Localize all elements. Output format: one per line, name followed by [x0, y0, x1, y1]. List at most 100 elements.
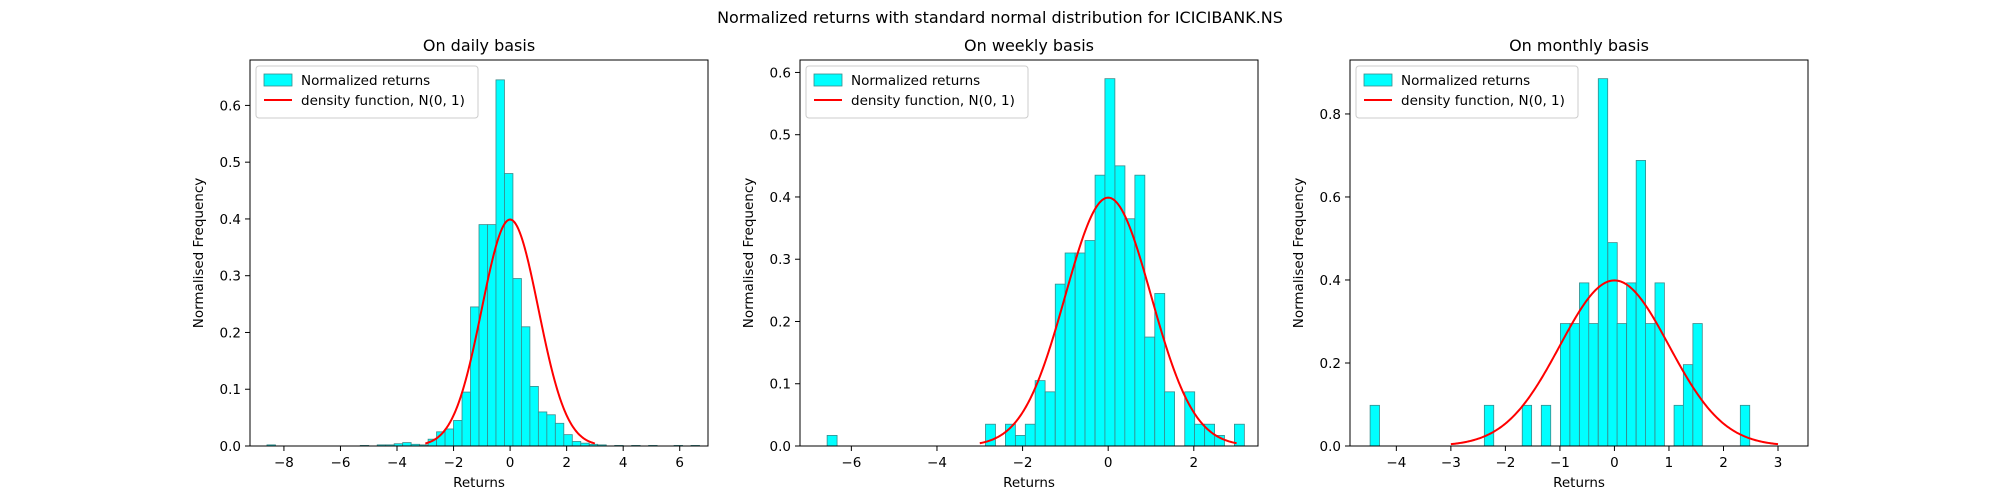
histogram-bar	[1024, 423, 1036, 447]
x-tick-label: −4	[927, 455, 947, 471]
y-tick-label: 0.1	[770, 377, 791, 393]
x-tick-label: −3	[1441, 455, 1461, 471]
panel-3: On monthly basis −4 −3 −2 −1 0 1 2 3 0.0 0.2 0.4 0.6…	[1291, 36, 1809, 491]
histogram-bar	[1483, 404, 1495, 447]
histogram-bar	[1626, 282, 1637, 447]
histogram-bar	[1645, 323, 1656, 447]
histogram-bar	[1616, 323, 1627, 447]
x-tick-label: 1	[1665, 455, 1674, 471]
histogram-bar	[985, 423, 996, 447]
y-tick-label: 0.0	[220, 439, 241, 455]
x-axis-label: Returns	[1553, 475, 1605, 491]
histogram-bar	[537, 411, 548, 447]
x-tick-label: 4	[619, 455, 628, 471]
figure-suptitle: Normalized returns with standard normal …	[717, 8, 1283, 27]
legend-hist-label: Normalized returns	[851, 73, 980, 89]
x-tick-label: 2	[1189, 455, 1198, 471]
y-tick-label: 0.2	[770, 314, 791, 330]
y-tick-label: 0.8	[1320, 107, 1341, 123]
y-tick-label: 0.6	[220, 98, 241, 114]
density-curve	[979, 196, 1237, 445]
histogram-bar	[1044, 391, 1056, 447]
histogram-bar	[1084, 240, 1096, 447]
histogram-bar	[1194, 423, 1205, 447]
histogram-bar	[1074, 252, 1086, 447]
panel-2: On weekly basis −6 −4 −2 0 2 0.0 0.1 0.2 0.3 0.4 0.…	[741, 36, 1259, 491]
y-axis-label: Normalised Frequency	[741, 178, 757, 329]
panel-title: On weekly basis	[964, 36, 1094, 55]
density-curve	[425, 218, 596, 445]
histogram-bar	[546, 414, 556, 447]
panel-title: On daily basis	[423, 36, 535, 55]
histogram-bar	[1015, 435, 1026, 447]
y-tick-label: 0.2	[220, 325, 241, 341]
legend-hist-swatch	[813, 73, 843, 87]
legend-hist-label: Normalized returns	[1401, 73, 1530, 89]
x-tick-label: 6	[675, 455, 684, 471]
y-tick-label: 0.0	[1320, 439, 1341, 455]
histogram-bar	[1134, 174, 1146, 447]
y-tick-label: 0.4	[220, 212, 241, 228]
panel-title: On monthly basis	[1509, 36, 1649, 55]
histogram-bar	[1144, 336, 1156, 447]
y-tick-label: 0.6	[1320, 190, 1341, 206]
x-tick-label: 0	[1104, 455, 1113, 471]
x-tick-label: 2	[1719, 455, 1728, 471]
histogram-bar	[504, 173, 514, 447]
y-tick-label: 0.3	[770, 252, 791, 268]
panel-1: On daily basis −8 −6 −4 −2 0 2 4 6 0.0 0.1 0.2 0.3 0.…	[191, 36, 709, 491]
histogram-bar	[444, 428, 454, 447]
histogram-bar	[826, 435, 838, 447]
x-tick-label: −6	[331, 455, 351, 471]
legend-box	[1355, 65, 1579, 119]
legend-curve-label: density function, N(0, 1)	[301, 93, 465, 109]
axes-frame	[1349, 59, 1809, 447]
legend-hist-swatch	[1363, 73, 1393, 87]
histogram-bar	[512, 278, 522, 447]
x-tick-label: 3	[1774, 455, 1783, 471]
x-axis-label: Returns	[453, 475, 505, 491]
x-tick-label: −2	[1013, 455, 1033, 471]
x-tick-label: −1	[1550, 455, 1570, 471]
histogram-bar	[563, 434, 573, 447]
histogram-bar	[571, 441, 582, 447]
y-tick-label: 0.5	[220, 155, 241, 171]
legend-curve-label: density function, N(0, 1)	[851, 93, 1015, 109]
y-tick-label: 0.6	[770, 65, 791, 81]
legend: Normalized returns density function, N(0,…	[255, 65, 479, 119]
histogram-bar	[1607, 242, 1618, 447]
y-tick-label: 0.5	[770, 128, 791, 144]
y-tick-label: 0.2	[1320, 356, 1341, 372]
x-tick-label: −6	[841, 455, 861, 471]
x-tick-label: 2	[562, 455, 571, 471]
axes-frame	[799, 59, 1259, 447]
histogram-bar	[1654, 282, 1665, 447]
histogram-bar	[1054, 283, 1066, 447]
legend: Normalized returns density function, N(0,…	[805, 65, 1029, 119]
axes-frame	[249, 59, 709, 447]
y-tick-label: 0.0	[770, 439, 791, 455]
histogram-bar	[478, 224, 488, 447]
histogram-bar	[1739, 404, 1751, 447]
x-tick-label: −8	[274, 455, 294, 471]
histogram-bar	[529, 385, 539, 447]
histogram-bar	[1094, 174, 1106, 447]
x-tick-label: 0	[1610, 455, 1619, 471]
histogram-bar	[1597, 78, 1609, 447]
x-tick-label: −2	[444, 455, 464, 471]
histogram-bar	[1673, 404, 1684, 447]
histogram-bar	[1588, 323, 1599, 447]
histogram-bar	[1369, 404, 1380, 447]
y-axis-label: Normalised Frequency	[191, 178, 207, 329]
y-tick-label: 0.1	[220, 382, 241, 398]
legend: Normalized returns density function, N(0,…	[1355, 65, 1579, 119]
histogram-bar	[1104, 78, 1116, 447]
histogram-bar	[521, 326, 531, 447]
legend-box	[805, 65, 1029, 119]
histogram-bar	[1682, 364, 1694, 447]
x-tick-label: −4	[387, 455, 407, 471]
histogram-bar	[402, 442, 412, 447]
histogram-bar	[1540, 404, 1552, 447]
density-curve	[1450, 279, 1779, 446]
